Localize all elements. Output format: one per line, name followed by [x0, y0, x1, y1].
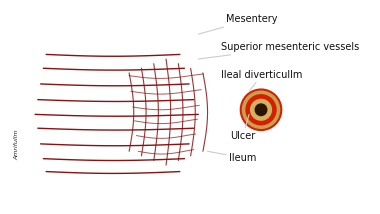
Text: Ileum: Ileum: [207, 151, 256, 163]
Text: Ulcer: Ulcer: [231, 114, 256, 141]
Text: Ileal diverticullm: Ileal diverticullm: [222, 70, 303, 91]
Ellipse shape: [222, 0, 380, 82]
Circle shape: [241, 89, 281, 130]
Text: Amrifullm: Amrifullm: [14, 129, 19, 160]
Text: Superior mesenteric vessels: Superior mesenteric vessels: [198, 42, 359, 59]
Ellipse shape: [212, 147, 380, 214]
Circle shape: [245, 94, 277, 125]
Circle shape: [255, 103, 268, 116]
Circle shape: [250, 99, 272, 121]
Text: Mesentery: Mesentery: [198, 14, 277, 34]
Ellipse shape: [0, 22, 28, 197]
